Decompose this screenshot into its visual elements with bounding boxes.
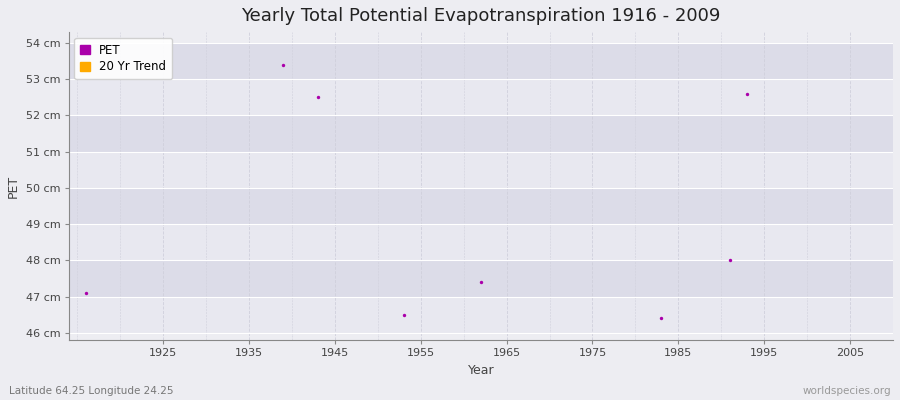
X-axis label: Year: Year — [467, 364, 494, 377]
Bar — [68, 152, 893, 188]
Text: worldspecies.org: worldspecies.org — [803, 386, 891, 396]
Point — [654, 315, 669, 322]
Bar — [68, 43, 893, 79]
Bar — [68, 116, 893, 152]
Point — [396, 312, 410, 318]
Bar — [68, 260, 893, 297]
Text: Latitude 64.25 Longitude 24.25: Latitude 64.25 Longitude 24.25 — [9, 386, 174, 396]
Bar — [68, 79, 893, 116]
Point — [473, 279, 488, 285]
Point — [310, 94, 325, 100]
Legend: PET, 20 Yr Trend: PET, 20 Yr Trend — [75, 38, 172, 79]
Y-axis label: PET: PET — [7, 174, 20, 198]
Point — [78, 290, 93, 296]
Bar — [68, 297, 893, 333]
Point — [740, 90, 754, 97]
Bar — [68, 188, 893, 224]
Bar — [68, 224, 893, 260]
Title: Yearly Total Potential Evapotranspiration 1916 - 2009: Yearly Total Potential Evapotranspiratio… — [241, 7, 721, 25]
Point — [723, 257, 737, 264]
Point — [276, 62, 291, 68]
